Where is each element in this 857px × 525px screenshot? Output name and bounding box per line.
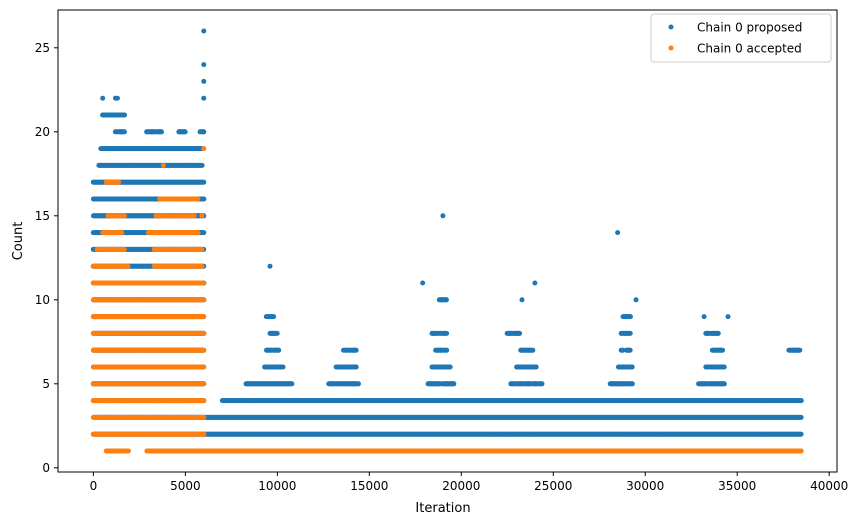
data-point (533, 364, 539, 370)
data-point (447, 364, 453, 370)
data-point (629, 364, 635, 370)
data-point (355, 381, 361, 387)
data-point (530, 347, 536, 353)
data-point (280, 364, 286, 370)
data-point (798, 414, 804, 420)
data-point (797, 347, 803, 353)
data-point (289, 381, 295, 387)
data-point (274, 330, 280, 336)
data-point (444, 330, 450, 336)
data-point (353, 364, 359, 370)
points-layer (90, 28, 804, 454)
data-point (443, 297, 449, 303)
data-point (798, 431, 804, 437)
data-point (629, 381, 635, 387)
data-point (627, 330, 633, 336)
data-point (627, 314, 633, 320)
data-point (721, 364, 727, 370)
data-point (271, 314, 277, 320)
data-point (627, 347, 633, 353)
data-point (201, 230, 207, 236)
data-point (517, 330, 523, 336)
data-point (451, 381, 457, 387)
data-point (720, 347, 726, 353)
data-point (353, 347, 359, 353)
data-point (721, 381, 727, 387)
data-point (539, 381, 545, 387)
data-point (444, 347, 450, 353)
data-point (276, 347, 282, 353)
data-point (798, 398, 804, 404)
data-point (715, 330, 721, 336)
